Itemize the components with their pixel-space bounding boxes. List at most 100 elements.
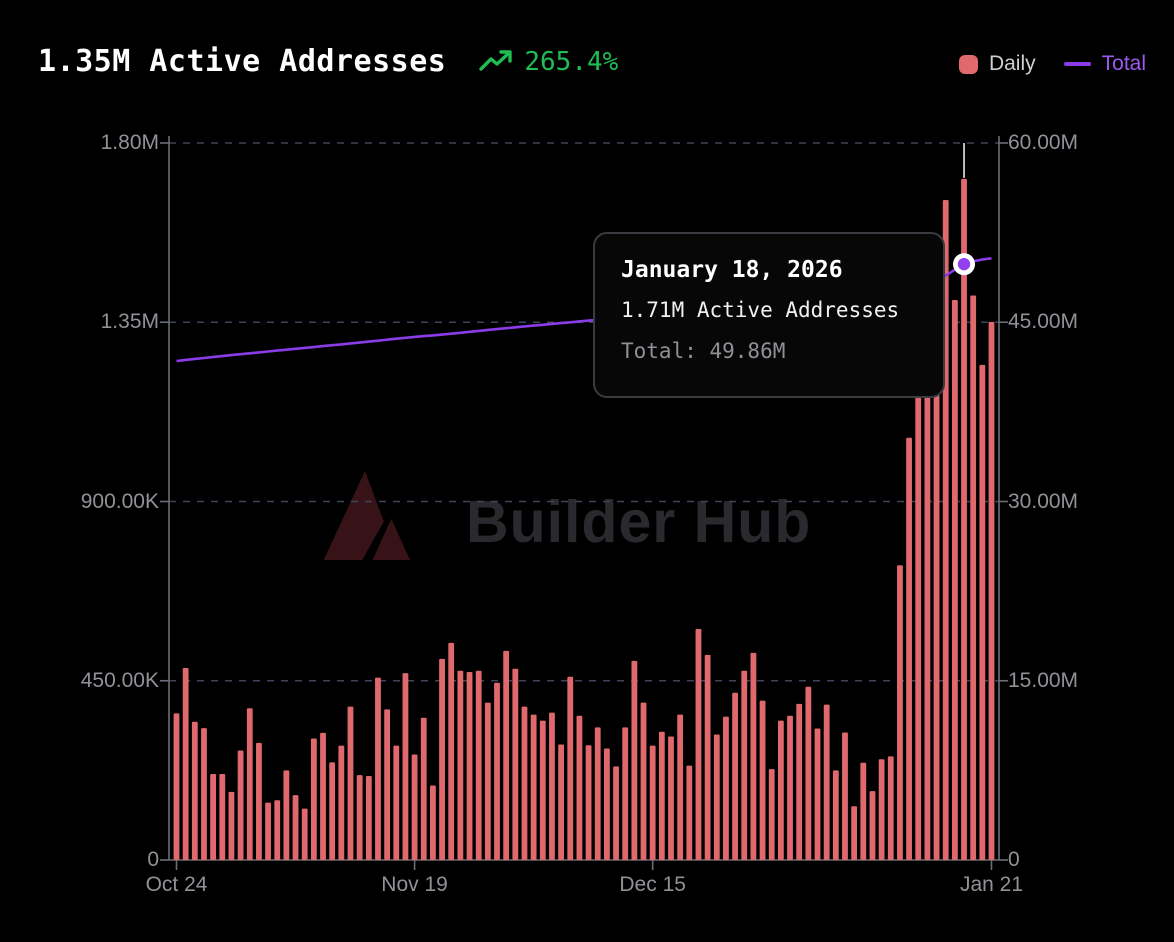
daily-bar[interactable] <box>713 734 720 860</box>
daily-bar[interactable] <box>640 702 647 860</box>
daily-bar[interactable] <box>759 700 766 860</box>
daily-bar[interactable] <box>265 802 271 860</box>
daily-bar[interactable] <box>549 712 555 860</box>
legend: Daily Total <box>958 52 1146 76</box>
daily-bar[interactable] <box>814 728 821 860</box>
daily-bar[interactable] <box>182 668 189 860</box>
daily-bar[interactable] <box>283 770 290 860</box>
daily-bar[interactable] <box>668 736 674 860</box>
daily-bar[interactable] <box>320 732 326 860</box>
daily-bar[interactable] <box>622 727 629 860</box>
trend-percent: 265.4% <box>524 46 619 77</box>
daily-bar[interactable] <box>494 682 500 860</box>
daily-bar[interactable] <box>631 660 638 860</box>
daily-bar[interactable] <box>915 325 922 860</box>
daily-bar[interactable] <box>246 708 253 860</box>
daily-bar[interactable] <box>521 706 528 860</box>
daily-bar[interactable] <box>979 364 986 860</box>
daily-bar[interactable] <box>933 346 940 860</box>
daily-bar[interactable] <box>210 773 217 860</box>
daily-bar[interactable] <box>329 762 336 860</box>
daily-bar[interactable] <box>951 299 958 860</box>
daily-bar[interactable] <box>503 650 510 860</box>
daily-bar[interactable] <box>851 806 858 860</box>
daily-bar[interactable] <box>310 738 317 860</box>
daily-bar[interactable] <box>961 178 967 861</box>
daily-bar[interactable] <box>970 295 977 861</box>
daily-bar[interactable] <box>430 785 436 860</box>
daily-bar[interactable] <box>906 437 912 860</box>
daily-bar[interactable] <box>384 709 391 860</box>
daily-bar[interactable] <box>356 775 363 860</box>
daily-bar[interactable] <box>347 706 354 860</box>
daily-bar[interactable] <box>603 748 610 860</box>
daily-bar[interactable] <box>860 762 867 860</box>
daily-bar[interactable] <box>173 713 180 860</box>
daily-bar[interactable] <box>805 686 812 860</box>
daily-bar[interactable] <box>375 677 381 860</box>
builder-hub-logo-icon <box>323 470 411 561</box>
daily-bar[interactable] <box>420 717 427 860</box>
daily-bar[interactable] <box>723 716 729 860</box>
legend-label-total: Total <box>1101 52 1146 75</box>
daily-bar[interactable] <box>191 721 198 860</box>
hover-marker[interactable] <box>957 257 971 271</box>
daily-bar[interactable] <box>897 565 903 860</box>
legend-item-total[interactable]: Total <box>1063 52 1146 76</box>
daily-bar[interactable] <box>558 744 565 860</box>
daily-bar[interactable] <box>613 766 619 860</box>
daily-bar[interactable] <box>439 658 445 860</box>
daily-bar[interactable] <box>576 715 583 860</box>
daily-bar[interactable] <box>777 720 784 860</box>
daily-bar[interactable] <box>402 673 409 860</box>
daily-bar[interactable] <box>448 642 455 860</box>
daily-bar[interactable] <box>475 670 482 860</box>
daily-bar[interactable] <box>741 670 748 860</box>
daily-bar[interactable] <box>649 745 656 860</box>
daily-bar[interactable] <box>704 654 711 860</box>
daily-bar[interactable] <box>237 750 244 860</box>
daily-bar[interactable] <box>787 715 793 860</box>
daily-bar[interactable] <box>530 714 537 860</box>
chart-tooltip: January 18, 2026 1.71M Active Addresses … <box>593 232 945 398</box>
daily-bar[interactable] <box>338 745 345 860</box>
daily-bar[interactable] <box>365 775 372 860</box>
daily-bar[interactable] <box>823 704 830 860</box>
daily-bar[interactable] <box>686 765 693 860</box>
daily-bar[interactable] <box>594 727 601 860</box>
daily-bar[interactable] <box>887 756 894 860</box>
daily-bar[interactable] <box>796 703 803 860</box>
daily-bar[interactable] <box>567 676 574 860</box>
daily-bar[interactable] <box>732 692 738 860</box>
daily-bar[interactable] <box>457 670 464 860</box>
watermark: Builder Hub <box>316 468 811 562</box>
daily-bar[interactable] <box>512 668 519 860</box>
daily-bar[interactable] <box>484 702 491 860</box>
daily-bar[interactable] <box>658 731 665 860</box>
daily-bar[interactable] <box>539 720 546 860</box>
daily-bar[interactable] <box>924 328 931 861</box>
daily-bar[interactable] <box>988 321 995 860</box>
daily-bar[interactable] <box>750 652 757 860</box>
daily-bar[interactable] <box>411 754 418 860</box>
daily-bar[interactable] <box>201 728 207 860</box>
daily-bar[interactable] <box>466 671 473 860</box>
daily-bar[interactable] <box>585 745 592 860</box>
daily-bar[interactable] <box>274 800 281 860</box>
daily-bar[interactable] <box>869 791 876 860</box>
daily-bar[interactable] <box>256 742 262 860</box>
daily-bar[interactable] <box>393 745 400 860</box>
daily-bar[interactable] <box>228 791 235 860</box>
daily-bar[interactable] <box>292 795 299 860</box>
daily-bar[interactable] <box>842 732 848 860</box>
daily-bar[interactable] <box>219 773 226 860</box>
daily-bar[interactable] <box>768 769 775 860</box>
daily-bar[interactable] <box>677 714 684 860</box>
legend-item-daily[interactable]: Daily <box>958 52 1036 76</box>
daily-bar[interactable] <box>301 808 308 860</box>
daily-bar[interactable] <box>832 770 839 860</box>
daily-bar[interactable] <box>695 628 702 860</box>
daily-bar[interactable] <box>878 759 885 860</box>
